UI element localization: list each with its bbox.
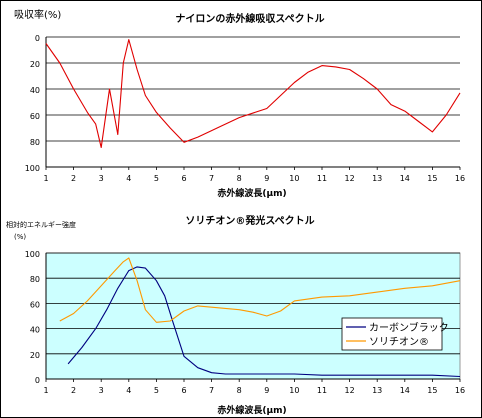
x-tick-label: 6 xyxy=(181,386,186,395)
series-layer xyxy=(59,257,461,378)
x-tick-label: 6 xyxy=(181,174,186,183)
y-tick-label: 20 xyxy=(30,351,40,360)
x-tick-label: 9 xyxy=(264,386,269,395)
y-axis-unit: (%) xyxy=(14,233,26,241)
x-tick-label: 12 xyxy=(345,386,355,395)
plot-grid xyxy=(45,36,460,168)
x-tick-label: 15 xyxy=(427,174,437,183)
x-tick-label: 11 xyxy=(317,174,327,183)
y-tick-label: 60 xyxy=(30,112,40,121)
x-tick-label: 3 xyxy=(99,174,104,183)
series-layer xyxy=(45,39,461,149)
y-tick-label: 40 xyxy=(30,86,40,95)
x-tick-label: 15 xyxy=(427,386,437,395)
nylon-absorption-chart: ナイロンの赤外線吸収スペクトル 吸収率(%) 赤外線波長(μm) 0 20 40 60… xyxy=(14,8,465,199)
x-tick-label: 3 xyxy=(99,386,104,395)
y-tick-label: 60 xyxy=(30,300,40,309)
solition-emission-chart: ソリチオン®発光スペクトル 相対的エネルギー強度 (%) 赤外線波長(μm) 0… xyxy=(6,214,465,416)
y-tick-label: 0 xyxy=(35,376,40,385)
series-line-1 xyxy=(59,257,461,323)
x-tick-label: 4 xyxy=(126,386,131,395)
x-tick-label: 1 xyxy=(43,174,48,183)
y-tick-label: 20 xyxy=(30,60,40,69)
x-axis-label: 赤外線波長(μm) xyxy=(217,187,286,199)
x-tick-label: 7 xyxy=(209,386,214,395)
x-tick-label: 10 xyxy=(289,386,299,395)
x-tick-label: 9 xyxy=(264,174,269,183)
x-tick-label: 14 xyxy=(400,386,410,395)
y-tick-label: 80 xyxy=(30,275,40,284)
x-tick-label: 8 xyxy=(237,174,242,183)
x-tick-label: 8 xyxy=(237,386,242,395)
y-tick-label: 80 xyxy=(30,138,40,147)
series-line-0 xyxy=(45,39,461,149)
x-tick-label: 16 xyxy=(455,386,465,395)
x-tick-label: 1 xyxy=(43,386,48,395)
y-axis-label: 吸収率(%) xyxy=(14,8,61,21)
x-tick-label: 12 xyxy=(345,174,355,183)
x-tick-label: 14 xyxy=(400,174,410,183)
legend: カーボンブラック ソリチオン® xyxy=(341,317,449,351)
x-tick-label: 13 xyxy=(372,386,382,395)
x-axis-label: 赤外線波長(μm) xyxy=(217,404,286,416)
chart-title: ナイロンの赤外線吸収スペクトル xyxy=(175,12,324,25)
y-tick-label: 40 xyxy=(30,326,40,335)
plot-area xyxy=(45,252,461,380)
x-tick-label: 16 xyxy=(455,174,465,183)
x-tick-label: 5 xyxy=(154,386,159,395)
legend-label-carbon-black: カーボンブラック xyxy=(369,321,449,334)
x-tick-label: 2 xyxy=(71,386,76,395)
x-tick-label: 11 xyxy=(317,386,327,395)
x-tick-label: 10 xyxy=(289,174,299,183)
series-line-0 xyxy=(67,266,461,378)
x-tick-label: 7 xyxy=(209,174,214,183)
x-tick-label: 4 xyxy=(126,174,131,183)
y-tick-label: 100 xyxy=(25,164,40,173)
plot-grid xyxy=(45,252,460,380)
x-tick-label: 2 xyxy=(71,174,76,183)
legend-box xyxy=(341,317,443,351)
x-tick-label: 13 xyxy=(372,174,382,183)
y-axis-label: 相対的エネルギー強度 xyxy=(6,220,76,229)
x-tick-label: 5 xyxy=(154,174,159,183)
legend-label-solition: ソリチオン® xyxy=(369,336,429,348)
y-tick-label: 0 xyxy=(35,34,40,43)
y-tick-label: 100 xyxy=(25,250,40,259)
chart-title: ソリチオン®発光スペクトル xyxy=(185,214,314,227)
